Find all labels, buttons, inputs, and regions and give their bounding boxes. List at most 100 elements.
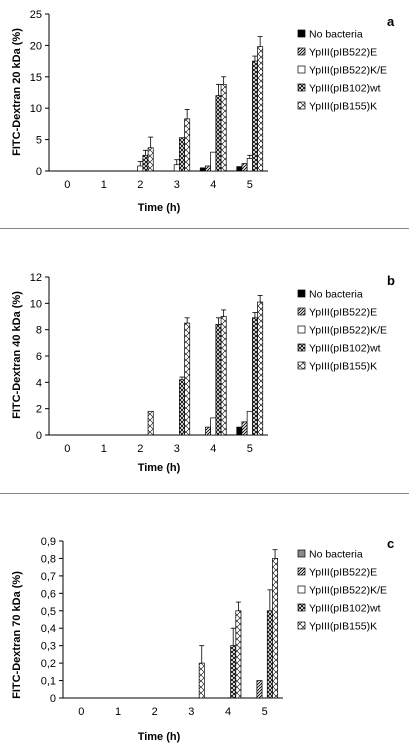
bar: [252, 317, 258, 436]
bar: [142, 154, 149, 172]
legend-swatch: [297, 603, 306, 612]
x-tick-label: 3: [188, 706, 194, 718]
bar: [184, 118, 191, 172]
y-tick-label: 10: [30, 103, 42, 115]
panel-label: b: [387, 273, 395, 288]
legend-label: YpIII(pIB522)E: [309, 47, 377, 59]
x-tick-label: 5: [247, 443, 253, 455]
y-tick-label: 0,2: [41, 658, 56, 670]
y-tick-label: 0,3: [41, 641, 56, 653]
legend-swatch: [297, 549, 306, 558]
y-tick-label: 0,4: [41, 623, 56, 635]
bar: [184, 322, 191, 436]
y-axis-label: FITC-Dextran 70 kDa (%): [11, 571, 23, 699]
bar: [241, 163, 248, 172]
legend-swatch: [297, 325, 306, 334]
x-tick-label: 0: [64, 179, 70, 191]
y-tick-label: 0,7: [41, 571, 56, 583]
y-tick-label: 0,9: [41, 536, 56, 548]
chart-panel-c: c FITC-Dextran 70 kDa (%) Time (h) 0 0,1 0…: [11, 536, 394, 743]
bar: [147, 410, 154, 436]
bar: [205, 165, 211, 172]
bar: [236, 426, 243, 436]
x-axis-label: Time (h): [138, 202, 181, 214]
y-tick-label: 2: [36, 404, 42, 416]
x-tick-label: 4: [210, 179, 216, 191]
bar: [198, 662, 205, 699]
bar: [252, 60, 258, 172]
legend-swatch: [297, 29, 306, 38]
legend-swatch: [297, 343, 306, 352]
x-tick-label: 1: [101, 443, 107, 455]
bar: [272, 558, 279, 699]
bar: [257, 301, 264, 436]
bar: [257, 46, 264, 172]
panel-label: c: [387, 536, 394, 551]
legend-swatch: [297, 289, 306, 298]
bar: [199, 167, 206, 172]
legend-swatch: [297, 47, 306, 56]
x-tick-label: 1: [115, 706, 121, 718]
bar: [215, 324, 222, 436]
legend-swatch: [297, 585, 306, 594]
legend-label: YpIII(pIB102)wt: [309, 83, 381, 95]
y-tick-label: 0: [36, 430, 42, 442]
y-tick-label: 0: [50, 693, 56, 705]
y-tick-label: 0,6: [41, 588, 56, 600]
bar: [210, 151, 217, 172]
legend-label: No bacteria: [309, 29, 363, 41]
x-tick-label: 3: [174, 179, 180, 191]
legend-label: YpIII(pIB102)wt: [309, 603, 381, 615]
y-tick-label: 0: [36, 166, 42, 178]
y-tick-label: 0,8: [41, 553, 56, 565]
legend-label: YpIII(pIB522)K/E: [309, 65, 387, 77]
x-tick-label: 5: [262, 706, 268, 718]
legend-label: YpIII(pIB155)K: [309, 361, 377, 373]
y-tick-label: 5: [36, 135, 42, 147]
panel-label: a: [387, 14, 395, 29]
y-tick-label: 25: [30, 9, 42, 21]
legend-label: YpIII(pIB522)E: [309, 567, 377, 579]
y-tick-label: 6: [36, 351, 42, 363]
legend-label: YpIII(pIB522)K/E: [309, 325, 387, 337]
legend-label: YpIII(pIB522)E: [309, 307, 377, 319]
y-tick-label: 4: [36, 377, 42, 389]
bar: [220, 83, 227, 172]
y-tick-label: 15: [30, 72, 42, 84]
bar: [179, 137, 185, 172]
y-tick-label: 10: [30, 298, 42, 310]
bar: [256, 680, 263, 699]
bar: [230, 645, 237, 699]
bar: [147, 147, 154, 172]
bar: [179, 379, 185, 436]
y-axis-label: FITC-Dextran 40 kDa (%): [11, 291, 23, 419]
x-axis-label: Time (h): [138, 462, 181, 474]
legend-label: No bacteria: [309, 549, 363, 561]
y-tick-label: 0,5: [41, 606, 56, 618]
x-tick-label: 2: [137, 179, 143, 191]
legend-label: No bacteria: [309, 289, 363, 301]
y-tick-label: 20: [30, 40, 42, 52]
chart-panel-b: b FITC-Dextran 40 kDa (%) Time (h) 0 2 4 6 8…: [11, 272, 395, 474]
x-tick-label: 1: [101, 179, 107, 191]
x-tick-label: 4: [210, 443, 216, 455]
y-tick-label: 0,1: [41, 676, 56, 688]
bar: [241, 421, 248, 436]
x-tick-label: 3: [174, 443, 180, 455]
legend-label: YpIII(pIB155)K: [309, 621, 377, 633]
bar: [173, 164, 180, 172]
y-tick-label: 12: [30, 272, 42, 284]
bar: [215, 95, 222, 172]
legend-swatch: [297, 621, 306, 630]
bar: [235, 610, 242, 699]
y-tick-label: 8: [36, 325, 42, 337]
x-tick-label: 4: [225, 706, 231, 718]
legend-swatch: [297, 567, 306, 576]
x-tick-label: 0: [78, 706, 84, 718]
legend-swatch: [297, 361, 306, 370]
legend-label: YpIII(pIB155)K: [309, 101, 377, 113]
x-tick-label: 2: [137, 443, 143, 455]
legend-swatch: [297, 65, 306, 74]
legend-label: YpIII(pIB102)wt: [309, 343, 381, 355]
